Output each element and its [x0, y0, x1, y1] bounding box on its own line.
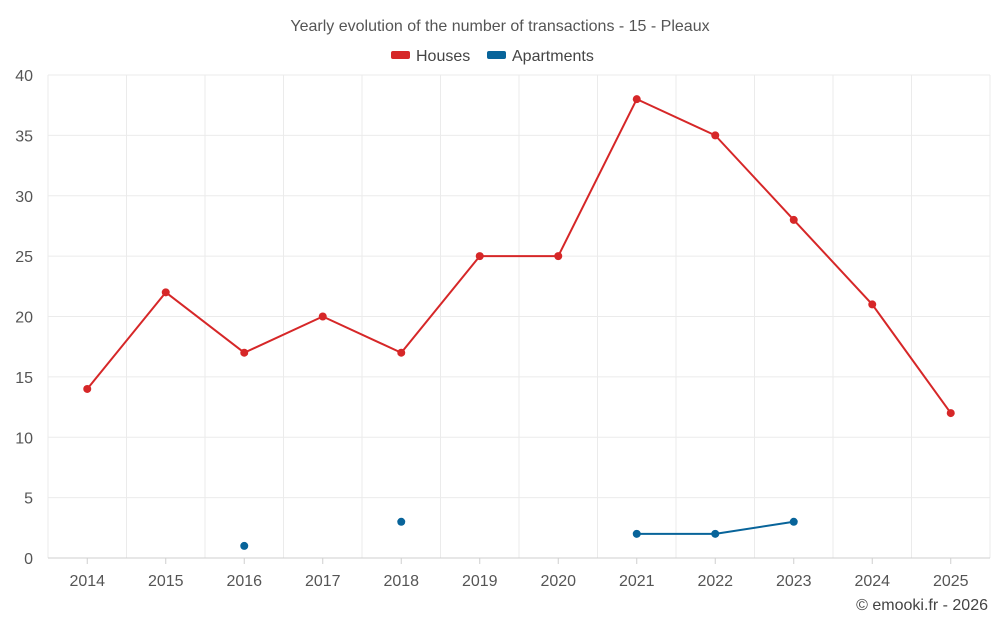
point-houses-2022[interactable]: [711, 131, 720, 140]
legend-swatch-houses: [391, 51, 410, 59]
x-tick-label-2022: 2022: [697, 573, 733, 590]
x-tick-label-2017: 2017: [305, 573, 341, 590]
credit-text: © emooki.fr - 2026: [856, 597, 988, 614]
point-apartments-2016[interactable]: [240, 541, 249, 550]
point-houses-2015[interactable]: [161, 288, 170, 297]
legend-item-apartments[interactable]: Apartments: [487, 48, 594, 65]
y-tick-label-10: 10: [15, 430, 33, 447]
point-apartments-2021[interactable]: [632, 529, 641, 538]
point-houses-2021[interactable]: [632, 95, 641, 104]
x-tick-label-2015: 2015: [148, 573, 184, 590]
series-houses: [83, 95, 955, 418]
point-houses-2023[interactable]: [789, 215, 798, 224]
x-tick-label-2023: 2023: [776, 573, 812, 590]
legend-label-apartments: Apartments: [512, 48, 594, 65]
x-tick-label-2016: 2016: [226, 573, 262, 590]
legend-item-houses[interactable]: Houses: [391, 48, 470, 65]
x-tick-label-2024: 2024: [854, 573, 890, 590]
x-tick-label-2019: 2019: [462, 573, 498, 590]
y-tick-label-35: 35: [15, 128, 33, 145]
x-tick-label-2020: 2020: [540, 573, 576, 590]
series: [83, 95, 955, 550]
point-houses-2020[interactable]: [554, 252, 563, 261]
chart-title: Yearly evolution of the number of transa…: [290, 18, 709, 35]
y-tick-label-25: 25: [15, 249, 33, 266]
series-apartments: [240, 517, 798, 550]
point-houses-2017[interactable]: [318, 312, 327, 321]
point-houses-2024[interactable]: [868, 300, 877, 309]
y-tick-label-5: 5: [24, 491, 33, 508]
point-houses-2016[interactable]: [240, 348, 249, 357]
x-tick-label-2021: 2021: [619, 573, 655, 590]
point-houses-2025[interactable]: [946, 409, 955, 418]
y-tick-label-30: 30: [15, 189, 33, 206]
x-tick-label-2014: 2014: [69, 573, 105, 590]
y-tick-label-0: 0: [24, 551, 33, 568]
x-tick-label-2018: 2018: [383, 573, 419, 590]
point-houses-2014[interactable]: [83, 384, 92, 393]
y-tick-label-15: 15: [15, 370, 33, 387]
y-tick-label-40: 40: [15, 68, 33, 85]
y-tick-label-20: 20: [15, 310, 33, 327]
point-houses-2019[interactable]: [475, 252, 484, 261]
legend-swatch-apartments: [487, 51, 506, 59]
point-apartments-2018[interactable]: [397, 517, 406, 526]
legend: Houses Apartments: [391, 48, 594, 65]
grid: [47, 74, 991, 558]
legend-label-houses: Houses: [416, 48, 470, 65]
series-line-houses-0: [86, 98, 952, 414]
x-tick-label-2025: 2025: [933, 573, 969, 590]
point-apartments-2023[interactable]: [789, 517, 798, 526]
point-houses-2018[interactable]: [397, 348, 406, 357]
point-apartments-2022[interactable]: [711, 529, 720, 538]
